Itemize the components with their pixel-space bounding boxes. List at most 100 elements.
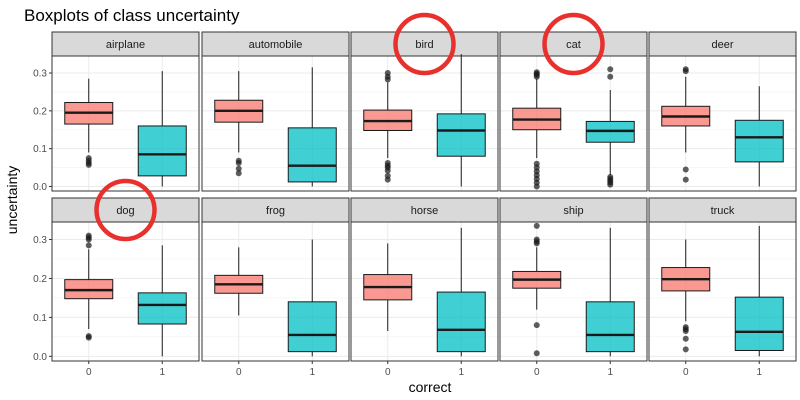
outlier-point [384, 76, 391, 83]
facet-strip [499, 197, 648, 223]
outlier-point [384, 176, 391, 183]
box-iqr [734, 119, 784, 163]
box-deer-1 [734, 86, 784, 187]
panel-border [350, 221, 499, 362]
box-iqr [137, 125, 187, 177]
outlier-point [682, 68, 689, 75]
facet-panel-truck: truck 0 1 [648, 197, 797, 378]
box-horse-1 [436, 227, 486, 357]
outlier-point [682, 346, 689, 353]
x-tick-label: 1 [159, 367, 165, 378]
facet-strip-label: frog [266, 205, 285, 217]
facet-strip-label: dog [116, 205, 134, 217]
x-tick-label: 0 [385, 367, 391, 378]
box-deer-0 [661, 66, 711, 183]
facet-panel-automobile: automobile [201, 31, 350, 192]
box-iqr [436, 291, 486, 353]
outlier-point [682, 166, 689, 173]
y-tick-label: 0.2 [33, 274, 47, 285]
outlier-point [533, 222, 540, 229]
x-tick-label: 0 [236, 367, 242, 378]
outlier-point [85, 334, 92, 341]
panel-border [499, 55, 648, 192]
outlier-point [85, 236, 92, 243]
box-iqr [287, 127, 337, 183]
panel-border [51, 55, 200, 192]
facet-panel-deer: deer [648, 31, 797, 192]
facet-strip [201, 197, 350, 223]
box-airplane-1 [137, 71, 187, 187]
box-truck-0 [661, 239, 711, 353]
highlight-circle [542, 12, 605, 76]
facet-panels: airplane 0.0 0.1 0.2 0.3 automobile bird cat dee… [33, 12, 797, 378]
box-ship-1 [585, 227, 635, 357]
y-tick-label: 0.3 [33, 69, 47, 80]
facet-strip-label: truck [711, 205, 735, 217]
x-tick-label: 0 [683, 367, 689, 378]
facet-panel-frog: frog 0 1 [201, 197, 350, 378]
x-tick-label: 1 [458, 367, 464, 378]
box-cat-0 [512, 69, 562, 190]
y-tick-label: 0.2 [33, 106, 47, 117]
panel-border [648, 55, 797, 192]
panel-border [499, 221, 648, 362]
facet-strip-label: cat [566, 39, 581, 51]
chart-title: Boxplots of class uncertainty [24, 6, 240, 25]
facet-strip [51, 197, 200, 223]
box-iqr [137, 292, 187, 325]
box-dog-1 [137, 245, 187, 357]
outlier-point [235, 170, 242, 177]
box-bird-1 [436, 54, 486, 187]
highlight-circle [393, 12, 456, 76]
outlier-point [682, 335, 689, 342]
outlier-point [533, 73, 540, 80]
outlier-point [607, 181, 614, 188]
box-horse-0 [363, 243, 413, 332]
facet-panel-cat: cat [499, 12, 648, 192]
y-tick-label: 0.1 [33, 144, 47, 155]
x-tick-label: 0 [86, 367, 92, 378]
box-iqr [734, 296, 784, 351]
facet-strip-label: horse [411, 205, 439, 217]
box-iqr [287, 301, 337, 353]
box-iqr [585, 301, 635, 353]
facet-strip-label: airplane [106, 39, 145, 51]
outlier-point [85, 161, 92, 168]
facet-panel-dog: dog 0.0 0.1 0.2 0.3 0 1 [33, 178, 200, 378]
facet-strip [499, 31, 648, 57]
outlier-point [85, 242, 92, 249]
facet-panel-horse: horse 0 1 [350, 197, 499, 378]
panel-border [201, 221, 350, 362]
outlier-point [235, 165, 242, 172]
box-bird-0 [363, 70, 413, 183]
outlier-point [533, 183, 540, 190]
y-axis-title: uncertainty [4, 166, 20, 234]
x-tick-label: 0 [534, 367, 540, 378]
highlight-circle [94, 178, 157, 242]
y-tick-label: 0.0 [33, 182, 47, 193]
facet-panel-ship: ship 0 1 [499, 197, 648, 378]
facet-strip-label: ship [563, 205, 583, 217]
x-tick-label: 1 [309, 367, 315, 378]
box-automobile-0 [214, 71, 264, 177]
box-frog-1 [287, 239, 337, 357]
y-tick-label: 0.1 [33, 313, 47, 324]
outlier-point [384, 167, 391, 174]
box-automobile-1 [287, 67, 337, 187]
outlier-point [682, 176, 689, 183]
outlier-point [235, 160, 242, 167]
box-iqr [436, 113, 486, 157]
outlier-point [607, 66, 614, 73]
y-tick-label: 0.0 [33, 352, 47, 363]
facet-strip [648, 31, 797, 57]
panel-border [201, 55, 350, 192]
outlier-point [533, 350, 540, 357]
facet-strip [350, 197, 499, 223]
outlier-point [607, 73, 614, 80]
facet-strip-label: automobile [249, 39, 303, 51]
outlier-point [533, 322, 540, 329]
x-tick-label: 1 [607, 367, 613, 378]
x-tick-label: 1 [756, 367, 762, 378]
facet-strip [51, 31, 200, 57]
